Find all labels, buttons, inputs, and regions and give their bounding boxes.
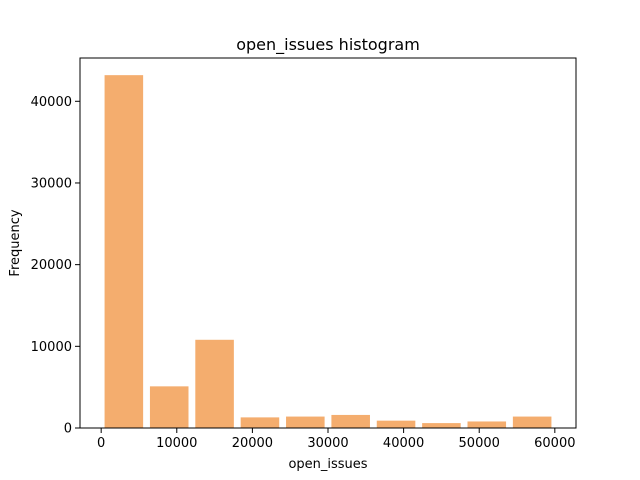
x-tick-label: 30000 — [307, 436, 348, 451]
bars-layer — [104, 75, 552, 429]
histogram-bar-6 — [331, 414, 370, 428]
chart-title: open_issues histogram — [236, 35, 420, 55]
y-tick-label: 10000 — [31, 340, 72, 355]
x-tick-label: 60000 — [534, 436, 575, 451]
histogram-bar-9 — [467, 421, 507, 428]
x-tick-label: 10000 — [156, 436, 197, 451]
histogram-bar-5 — [286, 416, 325, 428]
histogram-bar-4 — [240, 417, 280, 428]
histogram-bar-8 — [422, 423, 461, 428]
y-axis-label: Frequency — [8, 209, 23, 276]
y-axis-ticks: 0 10000 20000 30000 40000 — [31, 95, 80, 437]
y-tick-label: 30000 — [31, 176, 72, 191]
y-tick-label: 0 — [64, 422, 72, 437]
histogram-bar-7 — [376, 420, 416, 428]
x-tick-label: 0 — [97, 436, 105, 451]
histogram-bar-2 — [149, 386, 189, 428]
histogram-bar-1 — [104, 75, 144, 429]
histogram-bar-10 — [512, 416, 552, 428]
x-axis-label: open_issues — [288, 457, 367, 472]
x-tick-label: 40000 — [383, 436, 424, 451]
y-tick-label: 20000 — [31, 258, 72, 273]
histogram-bar-3 — [195, 339, 234, 428]
x-tick-label: 20000 — [232, 436, 273, 451]
x-tick-label: 50000 — [459, 436, 500, 451]
x-axis-ticks: 0 10000 20000 30000 40000 50000 60000 — [97, 428, 576, 451]
y-tick-label: 40000 — [31, 95, 72, 110]
